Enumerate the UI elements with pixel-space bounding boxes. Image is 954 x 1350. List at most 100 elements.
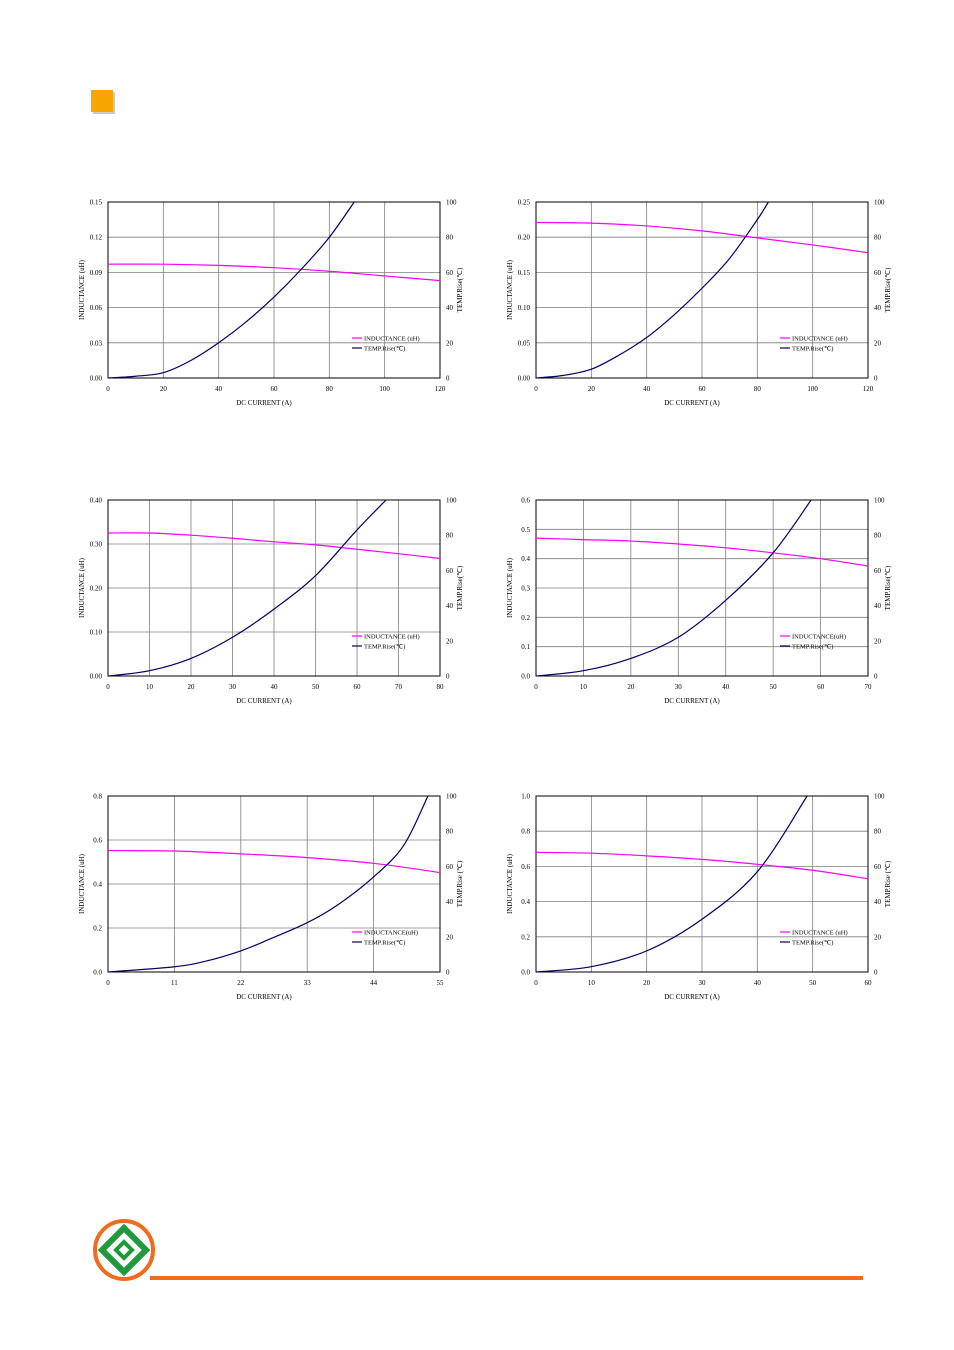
- x-tick-label: 30: [675, 683, 683, 691]
- x-tick-label: 10: [146, 683, 154, 691]
- y-tick-label: 0.20: [518, 234, 531, 242]
- y-tick-label: 0.00: [518, 375, 531, 383]
- legend-label: TEMP.Rise(℃): [792, 940, 833, 947]
- y-tick-label: 0.6: [521, 863, 530, 871]
- y2-tick-label: 20: [874, 339, 882, 347]
- x-axis-label: DC CURRENT (A): [236, 399, 292, 407]
- x-tick-label: 30: [699, 979, 707, 987]
- chart-1: 0 20 40 60 80 100 120 0.00 0.03 0.06 0.09 0.12 0.15 0…: [62, 192, 502, 432]
- x-tick-label: 80: [754, 385, 762, 393]
- y-tick-label: 0.12: [90, 234, 103, 242]
- x-tick-label: 50: [312, 683, 320, 691]
- y2-tick-label: 100: [446, 199, 457, 207]
- y2-axis-label: TEMP.Rise (℃): [884, 860, 892, 907]
- inductance-series-line: [107, 849, 441, 874]
- legend-label: INDUCTANCE (uH): [792, 930, 848, 937]
- y2-tick-label: 40: [446, 898, 454, 906]
- chart-4-svg: 0 10 20 30 40 50 60 70 0.0 0.1 0.2 0.3 0.4 0.5 0.6 0 20 4…: [506, 497, 892, 706]
- x-tick-label: 60: [354, 683, 362, 691]
- y-tick-label: 0.03: [90, 339, 103, 347]
- x-axis-label: DC CURRENT (A): [236, 993, 292, 1001]
- x-tick-label: 60: [865, 979, 873, 987]
- inductance-series-line: [535, 221, 869, 254]
- y2-tick-label: 0: [874, 375, 878, 383]
- x-tick-label: 40: [643, 385, 651, 393]
- y2-axis-label: TEMP.Rise(℃): [884, 565, 892, 610]
- footer-divider: [150, 1276, 863, 1280]
- legend-label: TEMP.Rise(℃): [792, 346, 833, 353]
- x-tick-label: 20: [188, 683, 196, 691]
- legend-label: TEMP.Rise(℃): [792, 644, 833, 651]
- y-tick-label: 0.15: [518, 269, 531, 277]
- y-axis-label: INDUCTANCE (uH): [78, 557, 86, 618]
- x-tick-label: 55: [437, 979, 445, 987]
- legend-label: INDUCTANCE(uH): [792, 634, 846, 641]
- legend-label: INDUCTANCE(uH): [364, 930, 418, 937]
- x-tick-label: 22: [237, 979, 245, 987]
- y-tick-label: 0.25: [518, 199, 531, 207]
- x-tick-label: 70: [395, 683, 403, 691]
- y-tick-label: 0.4: [521, 555, 530, 563]
- chart-5-svg: 0 11 22 33 44 55 0.0 0.2 0.4 0.6 0.8 0 20 40 60 80 100 DC…: [78, 793, 464, 1002]
- y-axis-label: INDUCTANCE (uH): [78, 259, 86, 320]
- y-tick-label: 0.3: [521, 585, 530, 593]
- x-tick-label: 70: [865, 683, 873, 691]
- y-tick-label: 0.2: [521, 614, 530, 622]
- plot-frame: [107, 795, 441, 973]
- x-tick-label: 40: [271, 683, 279, 691]
- plot-frame: [107, 499, 441, 677]
- x-tick-label: 0: [106, 683, 110, 691]
- orange-square-marker: [91, 90, 113, 112]
- x-tick-label: 0: [534, 385, 538, 393]
- chart-6-svg: 0 10 20 30 40 50 60 0.0 0.2 0.4 0.6 0.8 1.0 0 20 40 60 80…: [506, 793, 892, 1002]
- y2-tick-label: 60: [446, 863, 454, 871]
- y-tick-label: 0.00: [90, 375, 103, 383]
- chart-3-svg: 0 10 20 30 40 50 60 70 80 0.00 0.10 0.20 0.30 0.40 0 20…: [78, 497, 464, 706]
- x-tick-label: 20: [643, 979, 651, 987]
- inductance-series-line: [107, 263, 441, 282]
- x-tick-label: 33: [304, 979, 312, 987]
- y-tick-label: 0.20: [90, 585, 103, 593]
- y-tick-label: 0.6: [93, 837, 102, 845]
- y2-tick-label: 20: [874, 637, 882, 645]
- temp-rise-series-line: [107, 201, 355, 379]
- y2-tick-label: 20: [446, 933, 454, 941]
- y2-tick-label: 0: [874, 969, 878, 977]
- y-tick-label: 0.30: [90, 541, 103, 549]
- y-axis-label: INDUCTANCE (uH): [506, 853, 514, 914]
- x-tick-label: 30: [229, 683, 237, 691]
- y-tick-label: 0.5: [521, 526, 530, 534]
- y-tick-label: 0.09: [90, 269, 103, 277]
- company-logo: [93, 1219, 155, 1281]
- y2-axis-label: TEMP.Rise(℃): [456, 565, 464, 610]
- y2-tick-label: 20: [446, 339, 454, 347]
- x-axis-label: DC CURRENT (A): [664, 399, 720, 407]
- y2-axis-label: TEMP.Rise(℃): [884, 267, 892, 312]
- x-tick-label: 100: [807, 385, 818, 393]
- plot-frame: [535, 795, 869, 973]
- y2-tick-label: 40: [874, 304, 882, 312]
- y2-tick-label: 40: [446, 602, 454, 610]
- x-tick-label: 20: [160, 385, 168, 393]
- x-axis-label: DC CURRENT (A): [664, 697, 720, 705]
- y-tick-label: 0.8: [93, 793, 102, 801]
- y-tick-label: 0.0: [521, 969, 530, 977]
- temp-rise-series-line: [535, 201, 769, 379]
- y-tick-label: 0.1: [521, 643, 530, 651]
- x-tick-label: 44: [370, 979, 378, 987]
- x-tick-label: 10: [588, 979, 596, 987]
- y-tick-label: 0.00: [90, 673, 103, 681]
- y2-tick-label: 100: [446, 793, 457, 801]
- y2-tick-label: 40: [874, 602, 882, 610]
- legend-label: TEMP.Rise(℃): [364, 940, 405, 947]
- x-tick-label: 50: [809, 979, 817, 987]
- y-tick-label: 0.05: [518, 339, 531, 347]
- y2-tick-label: 60: [874, 863, 882, 871]
- y2-tick-label: 80: [874, 532, 882, 540]
- chart-3: 0 10 20 30 40 50 60 70 80 0.00 0.10 0.20 0.30 0.40 0 20…: [62, 490, 502, 730]
- y2-tick-label: 0: [446, 375, 450, 383]
- y2-tick-label: 0: [446, 673, 450, 681]
- x-tick-label: 0: [106, 385, 110, 393]
- x-tick-label: 40: [722, 683, 730, 691]
- y2-tick-label: 80: [874, 828, 882, 836]
